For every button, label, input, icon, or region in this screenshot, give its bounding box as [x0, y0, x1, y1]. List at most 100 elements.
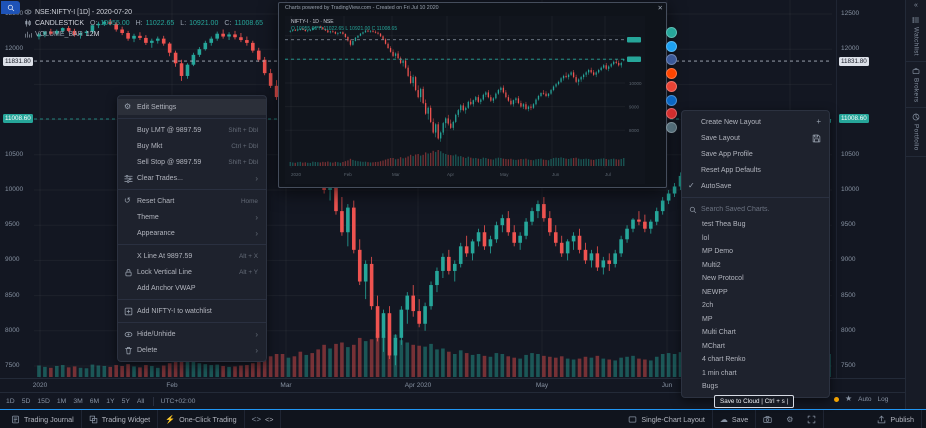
context-menu-item[interactable]: Add Anchor VWAP: [118, 280, 266, 296]
side-tab-brokers[interactable]: Brokers: [906, 62, 926, 109]
range-button[interactable]: 1Y: [106, 397, 115, 405]
range-button[interactable]: 1M: [56, 397, 67, 405]
layout-menu-item[interactable]: ✓ AutoSave: [682, 178, 829, 194]
menu-item-label: Buy LMT @ 9897.59: [137, 126, 202, 134]
saved-chart-item[interactable]: MP Demo: [702, 248, 733, 255]
saved-charts-search[interactable]: [682, 201, 829, 218]
volume-study-row[interactable]: VOLUME_BAR 12M: [24, 30, 263, 38]
star-icon[interactable]: ★: [845, 394, 853, 403]
side-tab-watchlist[interactable]: Watchlist: [906, 11, 926, 62]
context-menu-item[interactable]: Buy LMT @ 9897.59 Shift + Dbl: [118, 122, 266, 138]
context-menu-item[interactable]: Buy Mkt Ctrl + Dbl: [118, 138, 266, 154]
range-button[interactable]: 3M: [73, 397, 83, 405]
svg-text:Jun: Jun: [552, 172, 560, 177]
range-button[interactable]: 5D: [21, 397, 31, 405]
menu-item-label: X Line At 9897.59: [137, 252, 193, 260]
saved-chart-item[interactable]: 4 chart Renko: [702, 356, 746, 363]
time-label: 2020: [32, 382, 48, 389]
scale-controls: ★ Auto Log: [834, 395, 888, 403]
share-copy-link-button[interactable]: [666, 27, 677, 38]
price-label: 9500: [841, 221, 856, 229]
time-axis[interactable]: 2020 Feb Mar Apr 2020 May Jun: [0, 378, 905, 392]
ohlc-key: L:: [180, 19, 187, 27]
menu-item-label: Create New Layout: [701, 118, 761, 126]
close-icon[interactable]: ✕: [657, 5, 663, 12]
menu-item-label: Add NIFTY-I to watchlist: [137, 307, 212, 315]
expand-button[interactable]: [800, 410, 825, 428]
publish-button[interactable]: Publish: [870, 410, 922, 428]
layout-menu-item[interactable]: Create New Layout +: [682, 114, 829, 130]
single-chart-layout-button[interactable]: Single-Chart Layout: [621, 410, 713, 428]
price-label: 12000: [5, 45, 24, 53]
chart-context-menu: ⚙ Edit Settings Buy LMT @ 9897.59 Shift + D…: [117, 95, 267, 362]
saved-chart-item[interactable]: Multi2: [702, 261, 721, 269]
trading-widget-button[interactable]: Trading Widget: [82, 410, 159, 428]
saved-chart-item[interactable]: NEWPP: [702, 288, 728, 296]
share-more-button[interactable]: [666, 121, 677, 133]
saved-chart-item[interactable]: New Protocol: [702, 275, 744, 282]
range-button[interactable]: 6M: [89, 397, 100, 405]
saved-chart-item[interactable]: lol: [702, 234, 710, 242]
log-scale-toggle[interactable]: Log: [877, 395, 889, 403]
candlestick-study-row[interactable]: CANDLESTICK O: 10955.00 H: 11022.65 L: 10921.…: [24, 19, 263, 27]
trading-journal-button[interactable]: Trading Journal: [4, 410, 82, 428]
context-menu-item[interactable]: ↺ Reset Chart Home: [118, 193, 266, 209]
--button[interactable]: <> <>: [245, 410, 282, 428]
timezone-button[interactable]: UTC+02:00: [160, 397, 196, 405]
layout-menu-item[interactable]: Save Layout: [682, 130, 829, 146]
camera-button[interactable]: [756, 410, 779, 428]
saved-chart-item[interactable]: 2ch: [702, 302, 714, 309]
gear-button[interactable]: ⚙: [779, 410, 800, 428]
saved-chart-item[interactable]: MChart: [702, 342, 725, 350]
saved-chart-item[interactable]: Bugs: [702, 383, 718, 390]
menu-item-label: Save Layout: [701, 134, 740, 142]
time-label: Jun: [661, 382, 673, 389]
share-email-button[interactable]: [666, 81, 677, 92]
chart-snapshot-popup[interactable]: Charts powered by TradingView.com - Crea…: [278, 2, 667, 188]
range-button[interactable]: 1D: [6, 397, 15, 405]
pie-icon: [912, 114, 920, 121]
saved-chart-item[interactable]: test Thea Bug: [702, 221, 746, 228]
saved-chart-item[interactable]: 1 min chart: [702, 369, 737, 377]
saved-chart-item[interactable]: Multi Chart: [702, 329, 736, 336]
side-tab-portfolio[interactable]: Portfolio: [906, 108, 926, 158]
context-menu-item[interactable]: Add NIFTY-I to watchlist: [118, 303, 266, 319]
price-axis-left[interactable]: 1250012000105001000095009000850080007500…: [0, 0, 34, 378]
share-facebook-button[interactable]: [666, 54, 677, 65]
menu-item-label: AutoSave: [701, 182, 732, 190]
context-menu-item[interactable]: ⚙ Edit Settings: [118, 99, 266, 115]
symbol-search-button[interactable]: [1, 1, 20, 14]
share-youtube-button[interactable]: [666, 108, 677, 119]
context-menu-item[interactable]: Clear Trades... ›: [118, 170, 266, 186]
context-menu-item[interactable]: Lock Vertical Line Alt + Y: [118, 264, 266, 280]
svg-text:Feb: Feb: [344, 172, 352, 177]
context-menu-item[interactable]: Delete ›: [118, 342, 266, 358]
bottom-bar-label: Trading Journal: [24, 414, 74, 424]
menu-item-label: Buy Mkt: [137, 142, 163, 150]
context-menu-item[interactable]: Sell Stop @ 9897.59 Shift + Dbl: [118, 154, 266, 170]
context-menu-item[interactable]: X Line At 9897.59 Alt + X: [118, 248, 266, 264]
auto-scale-toggle[interactable]: Auto: [858, 395, 872, 403]
saved-chart-item[interactable]: MP: [702, 315, 713, 323]
menu-item-label: Hide/Unhide: [137, 330, 176, 338]
one-click-trading-button[interactable]: ⚡ One-Click Trading: [158, 410, 245, 428]
context-menu-item[interactable]: Theme ›: [118, 209, 266, 225]
range-button[interactable]: All: [136, 397, 145, 405]
layout-menu-item[interactable]: Reset App Defaults: [682, 162, 829, 178]
price-axis-right[interactable]: 12500 12000 10500 10000 9500 9000 8500 8000 7500…: [836, 0, 905, 378]
saved-charts-search-input[interactable]: [701, 206, 811, 213]
context-menu-item[interactable]: Hide/Unhide ›: [118, 326, 266, 342]
range-toolbar: 1D 5D 15D 1M 3M 6M 1Y 5Y All UTC+02:00: [0, 392, 905, 409]
share-linkedin-button[interactable]: [666, 94, 677, 106]
range-button[interactable]: 15D: [37, 397, 50, 405]
menu-item-label: Add Anchor VWAP: [137, 284, 196, 292]
collapse-panel-icon[interactable]: «: [914, 2, 918, 9]
symbol-row[interactable]: NSE:NIFTY-I [1D] - 2020-07-20: [24, 8, 263, 16]
range-button[interactable]: 5Y: [121, 397, 130, 405]
layout-menu-item[interactable]: Save App Profile: [682, 146, 829, 162]
share-reddit-button[interactable]: [666, 67, 677, 79]
share-twitter-button[interactable]: [666, 40, 677, 52]
save-button[interactable]: ☁ Save: [713, 410, 757, 428]
context-menu-item[interactable]: Appearance ›: [118, 225, 266, 241]
menu-shortcut: Shift + Dbl: [228, 126, 258, 134]
